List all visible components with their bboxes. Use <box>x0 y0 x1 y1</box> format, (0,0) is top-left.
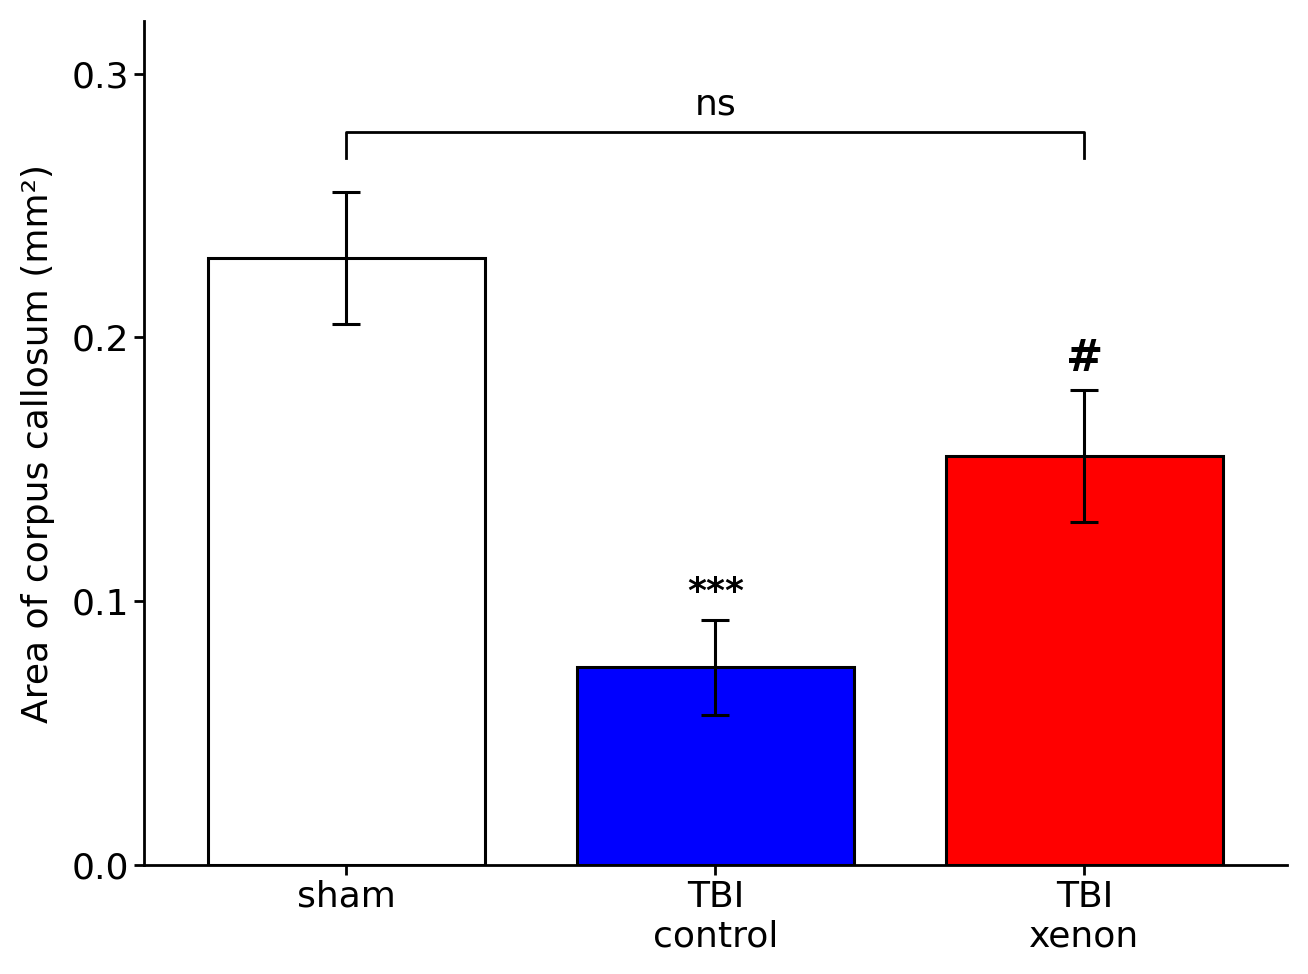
Bar <box>577 667 854 865</box>
Bar <box>208 258 485 865</box>
Y-axis label: Area of corpus callosum (mm²): Area of corpus callosum (mm²) <box>21 164 55 723</box>
Text: ***: *** <box>687 576 744 610</box>
Bar <box>946 456 1223 865</box>
Text: #: # <box>1066 337 1103 380</box>
Text: ns: ns <box>695 87 736 121</box>
